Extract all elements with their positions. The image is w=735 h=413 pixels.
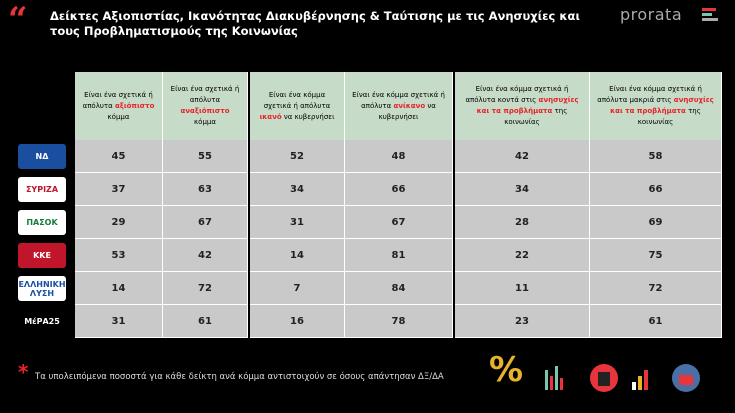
header-before: Είναι ένα κόμμα σχετικά ή απόλυτα bbox=[352, 90, 445, 110]
value-cell: 48 bbox=[345, 140, 453, 173]
party-logo: ΜέΡΑ25 bbox=[18, 309, 66, 334]
column-header: Είναι ένα κόμμα σχετικά ή απόλυτα κοντά … bbox=[455, 72, 590, 140]
value-cell: 52 bbox=[250, 140, 345, 173]
value-cell: 34 bbox=[250, 173, 345, 206]
value-cell: 72 bbox=[163, 272, 248, 305]
header-highlight: ανησυχίες και τα προβλήματα bbox=[476, 96, 579, 115]
header-after: να κυβερνήσει bbox=[378, 101, 436, 121]
value-cell: 78 bbox=[345, 305, 453, 338]
value-cell: 61 bbox=[163, 305, 248, 338]
footnote: Τα υπολειπόμενα ποσοστά για κάθε δείκτη … bbox=[35, 372, 444, 382]
value-cell: 7 bbox=[250, 272, 345, 305]
header-after: κόμμα bbox=[194, 118, 216, 126]
column-header: Είναι ένα κόμμα σχετικά ή απόλυτα ανίκαν… bbox=[345, 72, 453, 140]
party-logo: ΠΑΣΟΚ bbox=[18, 210, 66, 235]
header-text: Είναι ένα σχετικά ή απόλυτα αναξιόπιστο … bbox=[169, 84, 241, 128]
header-highlight: ανησυχίες και τα προβλήματα bbox=[610, 96, 714, 115]
value-cell: 55 bbox=[163, 140, 248, 173]
value-cell: 28 bbox=[455, 206, 590, 239]
party-logo: ΚΚΕ bbox=[18, 243, 66, 268]
header-text: Είναι ένα κόμμα σχετικά ή απόλυτα ανίκαν… bbox=[351, 90, 446, 123]
value-cell: 67 bbox=[345, 206, 453, 239]
brand: prorata bbox=[620, 5, 683, 24]
column-header: Είναι ένα σχετικά ή απόλυτα αναξιόπιστο … bbox=[163, 72, 248, 140]
value-cell: 42 bbox=[163, 239, 248, 272]
value-cell: 61 bbox=[590, 305, 722, 338]
brand-icon bbox=[702, 8, 718, 21]
value-cell: 23 bbox=[455, 305, 590, 338]
value-cell: 75 bbox=[590, 239, 722, 272]
value-cell: 22 bbox=[455, 239, 590, 272]
value-cell: 81 bbox=[345, 239, 453, 272]
header-before: Είναι ένα σχετικά ή απόλυτα bbox=[82, 90, 153, 110]
column-header: Είναι ένα κόμμα σχετικά ή απόλυτα μακριά… bbox=[590, 72, 722, 140]
header-highlight: ανίκανο bbox=[393, 101, 426, 110]
value-cell: 29 bbox=[75, 206, 163, 239]
value-cell: 16 bbox=[250, 305, 345, 338]
title: Δείκτες Αξιοπιστίας, Ικανότητας Διακυβέρ… bbox=[50, 9, 580, 38]
header-before: Είναι ένα κόμμα σχετικά ή απόλυτα κοντά … bbox=[465, 85, 569, 104]
value-cell: 14 bbox=[75, 272, 163, 305]
quote-mark: “ bbox=[8, 0, 28, 40]
value-cell: 58 bbox=[590, 140, 722, 173]
party-logo: ΝΔ bbox=[18, 144, 66, 169]
header-before: Είναι ένα κόμμα σχετικά ή απόλυτα bbox=[263, 90, 331, 110]
column-header: Είναι ένα κόμμα σχετικά ή απόλυτα ικανό … bbox=[250, 72, 345, 140]
value-cell: 72 bbox=[590, 272, 722, 305]
value-cell: 34 bbox=[455, 173, 590, 206]
header-highlight: αξιόπιστο bbox=[114, 101, 155, 110]
party-logo: ΕΛΛΗΝΙΚΗ ΛΥΣΗ bbox=[18, 276, 66, 301]
header-after: κόμμα bbox=[107, 112, 130, 121]
value-cell: 14 bbox=[250, 239, 345, 272]
header-highlight: αναξιόπιστο bbox=[180, 107, 230, 115]
value-cell: 37 bbox=[75, 173, 163, 206]
value-cell: 66 bbox=[590, 173, 722, 206]
column-header: Είναι ένα σχετικά ή απόλυτα αξιόπιστο κό… bbox=[75, 72, 163, 140]
header-before: Είναι ένα κόμμα σχετικά ή απόλυτα μακριά… bbox=[597, 85, 702, 104]
value-cell: 53 bbox=[75, 239, 163, 272]
svg-text:%: % bbox=[489, 350, 523, 390]
header-after: της κοινωνίας bbox=[504, 107, 568, 126]
value-cell: 66 bbox=[345, 173, 453, 206]
value-cell: 69 bbox=[590, 206, 722, 239]
value-cell: 31 bbox=[75, 305, 163, 338]
header-text: Είναι ένα σχετικά ή απόλυτα αξιόπιστο κό… bbox=[81, 90, 156, 123]
value-cell: 31 bbox=[250, 206, 345, 239]
value-cell: 45 bbox=[75, 140, 163, 173]
footnote-marker: * bbox=[18, 360, 29, 384]
header-text: Είναι ένα κόμμα σχετικά ή απόλυτα μακριά… bbox=[596, 84, 715, 128]
header-after: της κοινωνίας bbox=[637, 107, 701, 126]
header-after: να κυβερνήσει bbox=[281, 112, 335, 121]
icons: % bbox=[489, 350, 700, 392]
value-cell: 11 bbox=[455, 272, 590, 305]
header-highlight: ικανό bbox=[259, 112, 282, 121]
value-cell: 42 bbox=[455, 140, 590, 173]
value-cell: 84 bbox=[345, 272, 453, 305]
header-before: Είναι ένα σχετικά ή απόλυτα bbox=[170, 85, 240, 104]
header-text: Είναι ένα κόμμα σχετικά ή απόλυτα κοντά … bbox=[461, 84, 583, 128]
value-cell: 63 bbox=[163, 173, 248, 206]
value-cell: 67 bbox=[163, 206, 248, 239]
party-logo: ΣΥΡΙΖΑ bbox=[18, 177, 66, 202]
header-text: Είναι ένα κόμμα σχετικά ή απόλυτα ικανό … bbox=[256, 90, 338, 123]
